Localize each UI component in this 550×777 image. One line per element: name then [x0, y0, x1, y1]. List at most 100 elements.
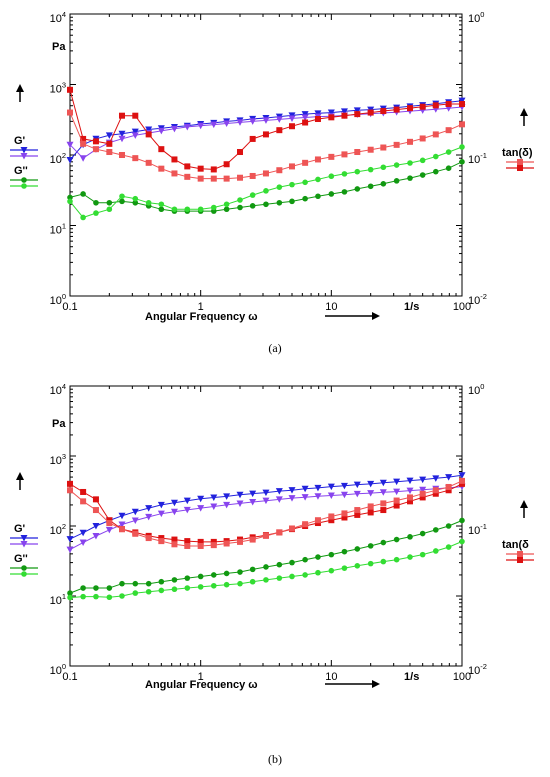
data-point	[184, 173, 191, 180]
data-point	[223, 540, 230, 547]
data-point	[393, 488, 401, 496]
data-point	[379, 479, 387, 487]
data-point	[183, 123, 191, 131]
x-tick-label: 1	[198, 671, 204, 683]
data-point	[406, 487, 414, 495]
data-point	[223, 493, 231, 500]
data-point	[237, 149, 244, 156]
data-point	[407, 105, 414, 112]
data-point	[380, 144, 387, 151]
data-point	[262, 170, 269, 177]
data-point	[314, 110, 322, 117]
data-point	[354, 507, 361, 514]
y-tick-label: 103	[50, 81, 66, 96]
legend-marker	[21, 565, 27, 571]
data-point	[157, 127, 165, 135]
data-point	[459, 517, 465, 524]
data-point	[445, 165, 452, 171]
data-point	[407, 138, 414, 145]
y-tick-label: 102	[50, 522, 66, 537]
data-point	[407, 534, 413, 540]
data-point	[301, 485, 309, 493]
data-point	[171, 541, 178, 548]
data-point	[445, 100, 452, 107]
series-line-1	[69, 486, 463, 551]
data-point	[432, 490, 439, 497]
data-point	[445, 544, 452, 550]
data-point	[249, 566, 256, 573]
data-point	[419, 530, 426, 537]
data-point	[328, 114, 335, 121]
y-tick-label: 102	[50, 151, 66, 166]
data-point	[354, 563, 361, 569]
data-point	[328, 567, 335, 574]
data-point	[328, 153, 335, 160]
data-point	[432, 527, 439, 533]
data-point	[459, 144, 465, 150]
data-point	[170, 499, 178, 507]
data-point	[289, 559, 295, 566]
data-point	[106, 520, 113, 527]
legend-marker	[21, 183, 27, 189]
legend-marker	[21, 571, 27, 577]
data-point	[92, 146, 99, 153]
data-point	[458, 472, 466, 479]
data-point	[367, 183, 374, 190]
data-point	[92, 523, 100, 530]
data-point	[158, 206, 165, 213]
data-point	[210, 542, 217, 549]
data-point	[80, 135, 87, 142]
data-point	[223, 161, 230, 168]
data-point	[407, 175, 413, 181]
x-axis-label: Angular Frequency ω	[145, 679, 258, 691]
data-point	[302, 179, 308, 186]
data-point	[315, 176, 321, 183]
data-point	[407, 160, 413, 166]
data-point	[92, 138, 99, 145]
data-point	[288, 123, 295, 130]
data-point	[236, 500, 244, 507]
data-point	[262, 131, 269, 138]
data-point	[419, 494, 426, 501]
data-point	[419, 135, 426, 142]
data-point	[80, 593, 86, 600]
data-point	[354, 186, 361, 192]
data-point	[249, 536, 256, 543]
data-point	[79, 529, 87, 537]
data-point	[262, 497, 270, 505]
data-point	[132, 112, 139, 119]
data-point	[289, 198, 295, 205]
data-point	[367, 509, 374, 516]
data-point	[119, 580, 125, 587]
data-point	[184, 163, 191, 170]
data-point	[315, 193, 321, 200]
data-point	[118, 135, 126, 143]
x-axis-label: Angular Frequency ω	[145, 311, 258, 323]
data-point	[288, 487, 296, 494]
data-point	[237, 580, 243, 587]
data-point	[458, 97, 466, 105]
data-point	[262, 117, 270, 124]
data-point	[302, 159, 309, 166]
legend-marker	[20, 535, 28, 542]
legend-marker	[517, 551, 523, 557]
data-point	[276, 529, 283, 536]
data-point	[171, 577, 178, 583]
data-point	[288, 525, 295, 532]
data-point	[341, 510, 348, 517]
data-point	[184, 575, 191, 581]
data-point	[419, 172, 426, 178]
data-point	[67, 109, 73, 116]
data-point	[118, 526, 125, 533]
data-point	[197, 122, 205, 130]
data-point	[432, 548, 439, 554]
data-point	[79, 155, 87, 162]
data-point	[92, 507, 99, 514]
x-arrow-head	[372, 312, 380, 320]
data-point	[171, 586, 178, 593]
data-point	[210, 121, 218, 129]
data-point	[80, 585, 86, 591]
data-point	[158, 587, 165, 594]
y-tick-label: 104	[50, 10, 66, 25]
data-point	[340, 491, 348, 499]
